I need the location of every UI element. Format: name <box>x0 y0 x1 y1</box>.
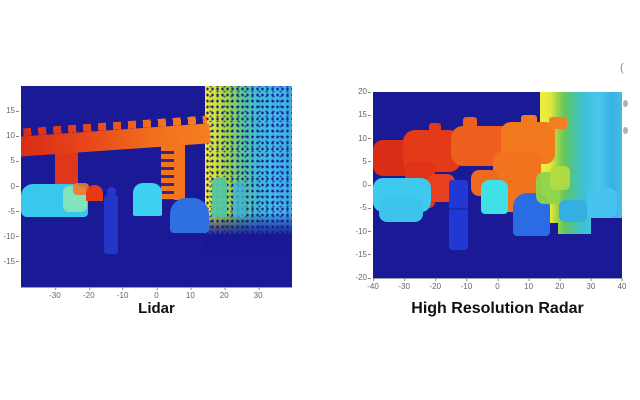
pedestrian-3 <box>233 181 246 217</box>
y-tick-label: 10 <box>358 133 371 143</box>
y-tick-label: 5 <box>10 156 20 166</box>
colorbar-remnant-dot-1 <box>623 100 628 107</box>
x-tick-label: -20 <box>82 287 95 300</box>
vegetation-fade <box>205 212 292 250</box>
bridge-bump-1 <box>429 123 441 133</box>
x-tick-label: -10 <box>116 287 129 300</box>
pedestrian-block <box>449 180 468 250</box>
green-blob-2 <box>550 166 570 190</box>
car-front <box>481 180 508 214</box>
pedestrian-head <box>107 187 116 196</box>
radar-plot <box>373 92 622 279</box>
bridge-bump-4 <box>549 117 567 129</box>
x-tick-label: 40 <box>617 278 627 291</box>
radar-y-axis: 20 15 10 5 0 -5 -10 -15 -20 <box>0 87 372 282</box>
radar-x-axis: -40 -30 -20 -10 0 10 20 30 40 <box>367 278 626 293</box>
y-tick-label: 15 <box>358 110 371 120</box>
y-tick-label: -5 <box>7 206 20 216</box>
y-tick-label: -20 <box>355 273 371 282</box>
lidar-plot <box>21 86 292 288</box>
bridge-bump-2 <box>463 117 477 128</box>
bridge-pillar-mid <box>161 138 185 200</box>
y-tick-label: 0 <box>362 180 372 189</box>
pedestrian-2 <box>212 177 227 217</box>
y-tick-label: -10 <box>3 231 19 241</box>
y-tick-label: -10 <box>355 226 371 236</box>
car-hatchback <box>170 198 209 233</box>
bridge-bump-3 <box>521 115 537 126</box>
y-tick-label: 15 <box>6 106 19 116</box>
x-tick-label: -40 <box>367 278 379 291</box>
x-tick-label: 30 <box>586 278 596 291</box>
bridge-pillar-left <box>55 144 78 190</box>
car-sedan-orange-speckle <box>73 183 89 195</box>
y-tick-label: -15 <box>3 256 19 266</box>
y-tick-label: 10 <box>6 131 19 141</box>
car-cluster-2 <box>379 198 423 222</box>
cyan-blob <box>559 200 587 222</box>
y-tick-label: -15 <box>355 249 371 259</box>
x-tick-label: 20 <box>219 287 229 300</box>
pedestrian-body <box>104 194 118 254</box>
x-tick-label: -10 <box>460 278 473 291</box>
radar-title: High Resolution Radar <box>411 300 584 317</box>
y-tick-label: 0 <box>10 181 20 191</box>
x-tick-label: 30 <box>253 287 263 300</box>
van <box>133 183 162 216</box>
y-tick-label: -5 <box>359 203 372 213</box>
x-tick-label: -20 <box>429 278 442 291</box>
y-tick-label: 5 <box>362 156 372 166</box>
red-arch <box>86 185 103 201</box>
y-tick-label: 20 <box>358 87 371 96</box>
lidar-y-axis: 15 10 5 0 -5 -10 -15 <box>0 86 20 287</box>
x-tick-label: 20 <box>555 278 565 291</box>
x-tick-label: 10 <box>185 287 195 300</box>
cyan-blob-2 <box>587 188 617 218</box>
x-tick-label: 0 <box>495 278 500 291</box>
colorbar-remnant-bracket: ( <box>620 62 624 74</box>
lidar-x-axis: -30 -20 -10 0 10 20 30 <box>21 287 292 302</box>
x-tick-label: -30 <box>398 278 410 291</box>
x-tick-label: -30 <box>49 287 61 300</box>
colorbar-remnant-dot-2 <box>623 127 628 134</box>
band-notch-2 <box>591 218 622 234</box>
x-tick-label: 10 <box>524 278 534 291</box>
pedestrian-block-line <box>449 208 468 210</box>
x-tick-label: 0 <box>154 287 159 300</box>
lidar-title: Lidar <box>138 300 175 317</box>
